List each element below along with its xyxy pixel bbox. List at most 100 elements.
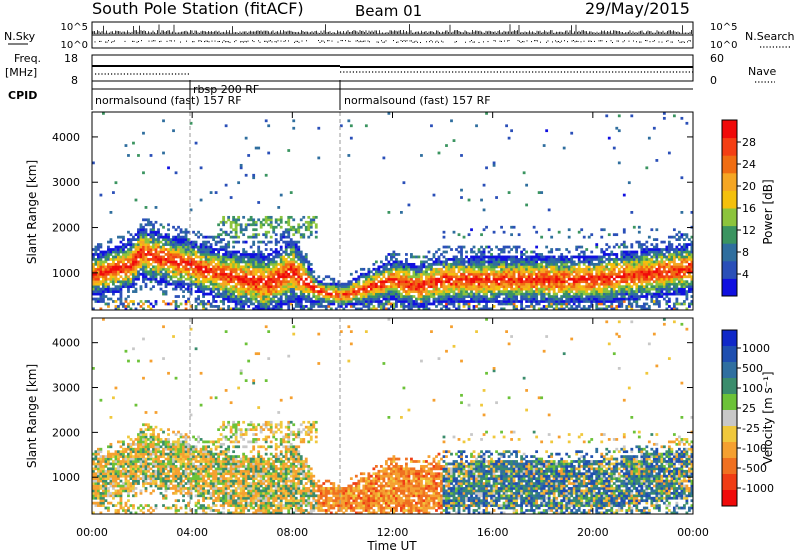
heatmap-cell xyxy=(137,277,140,281)
heatmap-cell xyxy=(515,245,518,249)
heatmap-cell xyxy=(237,290,241,293)
heatmap-cell xyxy=(530,282,534,286)
heatmap-cell xyxy=(299,307,303,311)
heatmap-cell xyxy=(497,295,501,298)
heatmap-cell xyxy=(445,285,448,289)
heatmap-cell xyxy=(517,272,521,276)
heatmap-cell xyxy=(505,292,508,296)
heatmap-cell xyxy=(447,267,451,271)
heatmap-cell xyxy=(269,277,273,281)
heatmap-cell xyxy=(512,295,516,298)
heatmap-cell xyxy=(520,253,524,256)
heatmap-cell xyxy=(344,300,348,303)
noise-search-mark xyxy=(415,40,417,42)
heatmap-cell xyxy=(475,275,478,279)
heatmap-cell xyxy=(495,277,498,281)
heatmap-cell xyxy=(585,255,589,259)
heatmap-cell xyxy=(460,245,463,249)
heatmap-cell xyxy=(572,270,576,274)
heatmap-cell xyxy=(194,267,198,271)
heatmap-cell xyxy=(572,282,576,286)
heatmap-cell xyxy=(162,258,165,261)
heatmap-cell xyxy=(99,250,103,254)
heatmap-cell xyxy=(500,260,503,264)
heatmap-cell xyxy=(450,248,453,251)
heatmap-cell xyxy=(94,277,98,281)
heatmap-cell xyxy=(500,262,503,266)
heatmap-cell xyxy=(134,248,138,251)
heatmap-cell xyxy=(264,297,268,301)
heatmap-cell xyxy=(287,290,291,293)
heatmap-cell xyxy=(592,267,596,271)
noise-search-mark xyxy=(358,41,360,43)
heatmap-cell xyxy=(492,277,496,281)
heatmap-cell xyxy=(269,260,273,264)
heatmap-cell xyxy=(450,302,453,306)
heatmap-cell xyxy=(294,253,298,256)
heatmap-cell xyxy=(432,255,436,259)
heatmap-cell xyxy=(99,307,103,311)
heatmap-cell xyxy=(425,255,428,259)
heatmap-cell xyxy=(204,307,208,311)
heatmap-cell xyxy=(294,248,298,251)
heatmap-cell xyxy=(287,282,291,286)
heatmap-cell xyxy=(550,280,554,284)
heatmap-cell xyxy=(144,233,148,237)
heatmap-cell xyxy=(400,285,403,289)
heatmap-cell xyxy=(119,258,123,261)
noise-search-mark xyxy=(411,40,412,42)
noise-search-mark xyxy=(327,40,328,42)
heatmap-cell xyxy=(432,287,436,291)
heatmap-cell xyxy=(497,285,501,289)
heatmap-cell xyxy=(470,248,473,251)
heatmap-cell xyxy=(555,272,559,276)
heatmap-cell xyxy=(192,280,195,284)
heatmap-cell xyxy=(152,258,155,261)
heatmap-cell xyxy=(462,305,466,308)
noise-search-mark xyxy=(628,40,630,42)
power-heatmap-cells xyxy=(92,112,694,311)
heatmap-cell xyxy=(162,280,165,284)
heatmap-cell xyxy=(144,218,148,222)
heatmap-cell xyxy=(384,270,388,274)
heatmap-cell xyxy=(287,267,291,271)
heatmap-cell xyxy=(114,255,118,259)
heatmap-cell xyxy=(189,290,193,293)
heatmap-cell xyxy=(542,295,546,298)
heatmap-cell xyxy=(97,253,100,256)
heatmap-cell xyxy=(384,255,388,259)
heatmap-cell xyxy=(272,228,276,232)
heatmap-cell xyxy=(187,272,190,276)
heatmap-cell xyxy=(347,297,351,301)
heatmap-cell xyxy=(99,290,103,293)
heatmap-cell xyxy=(237,267,241,271)
heatmap-cell xyxy=(132,265,135,269)
heatmap-cell xyxy=(222,223,226,227)
heatmap-cell xyxy=(137,302,140,306)
heatmap-cell xyxy=(309,262,313,266)
heatmap-cell xyxy=(142,265,145,269)
heatmap-cell xyxy=(507,267,511,271)
heatmap-cell xyxy=(264,248,268,251)
heatmap-cell xyxy=(187,297,190,301)
heatmap-cell xyxy=(592,282,596,286)
heatmap-cell xyxy=(407,292,411,296)
noise-search-mark xyxy=(616,40,618,42)
heatmap-cell xyxy=(545,292,549,296)
heatmap-cell xyxy=(485,282,488,286)
noise-search-mark xyxy=(211,40,213,42)
heatmap-cell xyxy=(552,272,556,276)
heatmap-cell xyxy=(142,267,145,271)
heatmap-cell xyxy=(565,258,569,261)
heatmap-cell xyxy=(127,253,130,256)
heatmap-cell xyxy=(472,260,476,264)
heatmap-cell xyxy=(420,290,423,293)
heatmap-cell xyxy=(505,255,508,259)
heatmap-cell xyxy=(610,265,614,269)
heatmap-cell xyxy=(162,255,165,259)
heatmap-cell xyxy=(557,297,561,301)
heatmap-cell xyxy=(395,270,398,274)
heatmap-cell xyxy=(395,295,398,298)
heatmap-cell xyxy=(555,302,559,306)
heatmap-cell xyxy=(590,282,594,286)
